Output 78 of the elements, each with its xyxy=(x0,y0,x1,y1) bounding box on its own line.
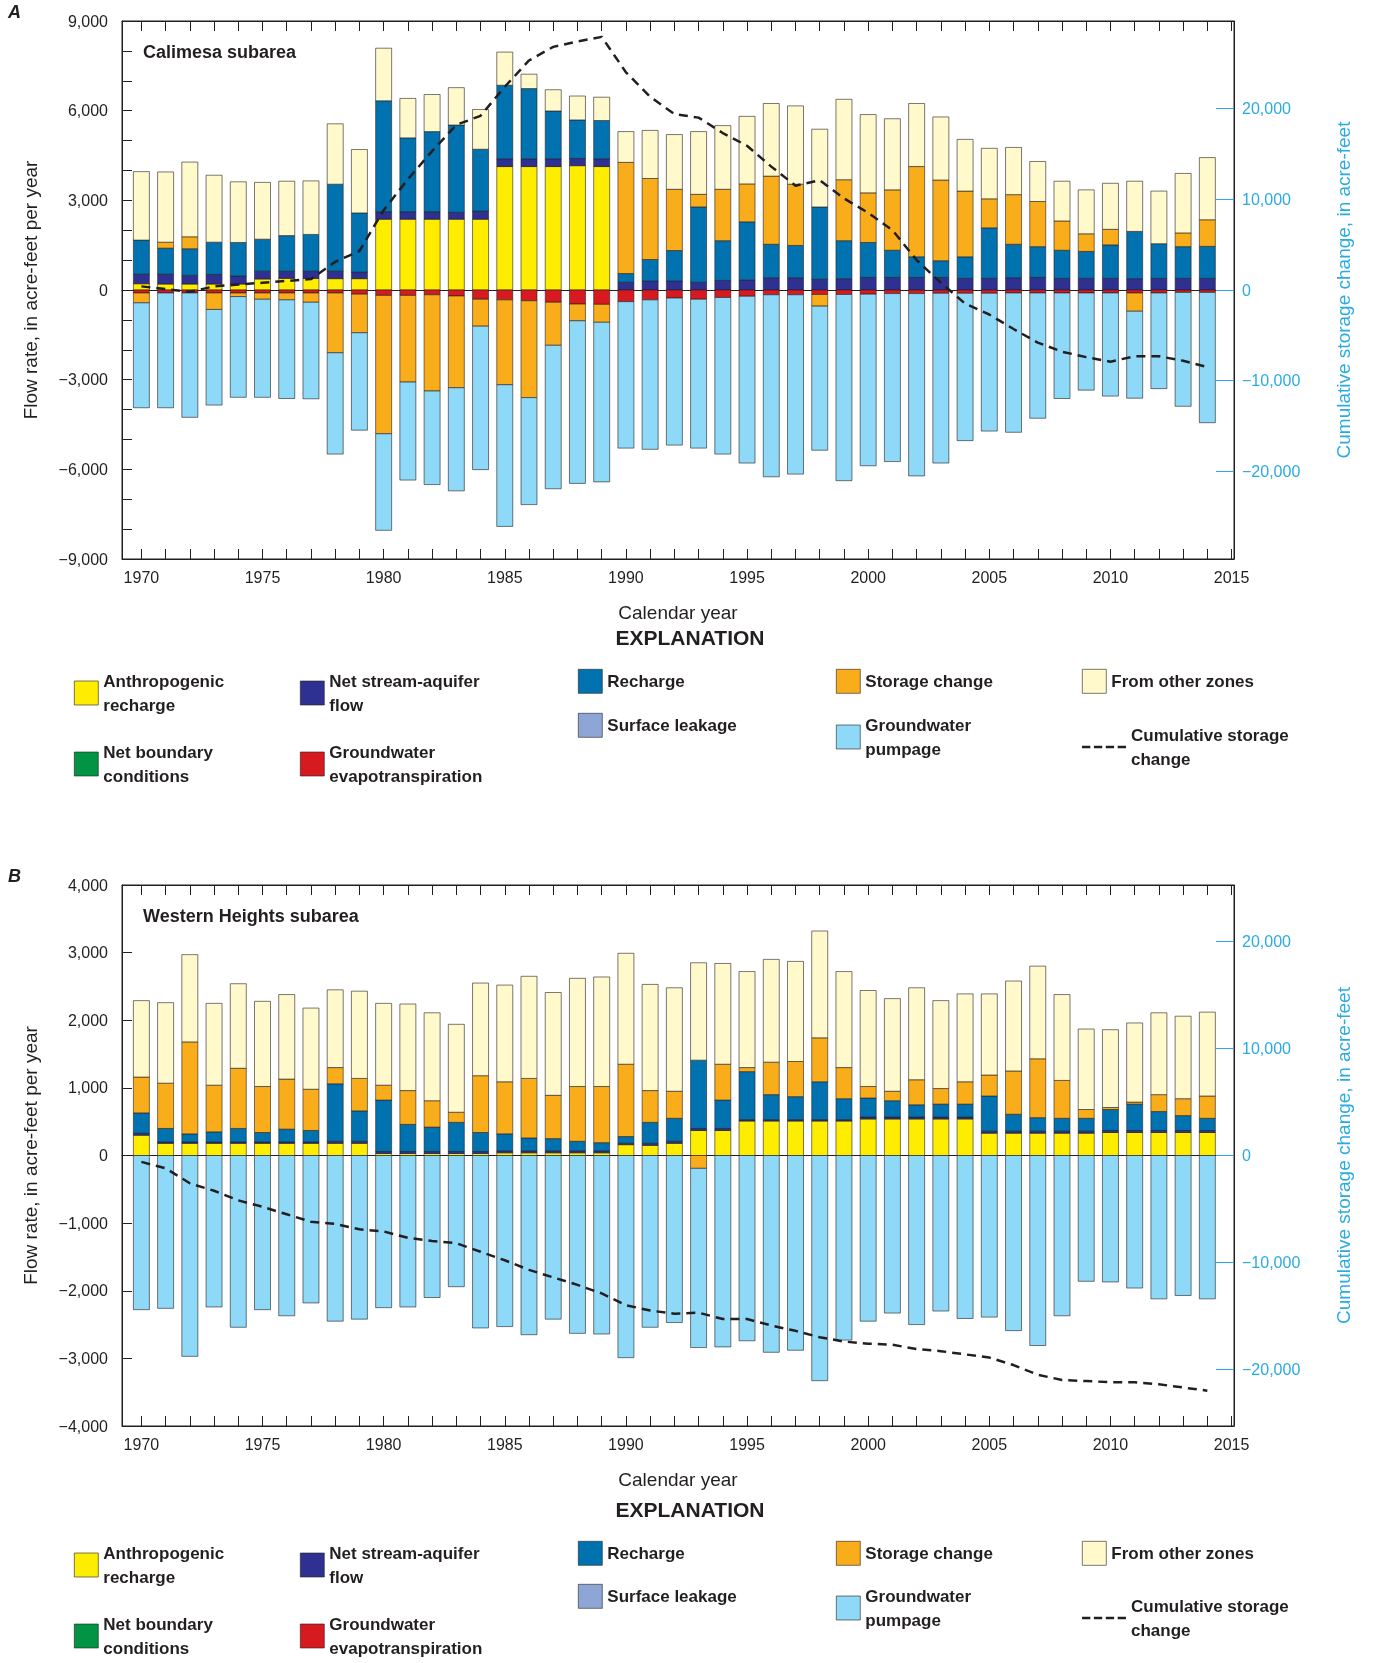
y-axis-title: Flow rate, in acre-feet per year xyxy=(20,159,41,420)
legend-label: Net boundary conditions xyxy=(103,742,218,786)
y-tick-label: −6,000 xyxy=(58,460,109,478)
y-tick-label: 3,000 xyxy=(67,944,109,962)
y2-axis-title: Cumulative storage change, in acre-feet xyxy=(1333,986,1354,1324)
legend-label: Groundwater evapotranspiration xyxy=(329,1614,483,1658)
x-tick-label: 2000 xyxy=(850,568,887,586)
y2-tick-label: −20,000 xyxy=(1242,1360,1301,1378)
x-tick-label: 1975 xyxy=(244,568,281,586)
y2-tick-label: 10,000 xyxy=(1242,1040,1292,1058)
x-tick-label: 2005 xyxy=(971,1435,1008,1453)
y2-tick-label: 0 xyxy=(1242,281,1251,299)
x-axis-title: Calendar year xyxy=(618,1469,739,1490)
x-tick-label: 2010 xyxy=(1092,568,1129,586)
y2-axis-title: Cumulative storage change, in acre-feet xyxy=(1333,120,1354,459)
legend-label: Storage change xyxy=(865,671,993,691)
y-tick-label: 6,000 xyxy=(67,102,109,120)
y2-tick-label: −10,000 xyxy=(1242,1253,1301,1271)
legend-label: Recharge xyxy=(607,671,685,691)
y-tick-label: 0 xyxy=(99,1147,109,1164)
x-tick-label: 1990 xyxy=(608,568,644,586)
x-tick-label: 1980 xyxy=(365,1435,402,1453)
x-tick-label: 2005 xyxy=(971,568,1008,586)
legend-title: EXPLANATION xyxy=(615,1498,765,1521)
legend-label: Anthropogenic recharge xyxy=(103,671,229,715)
legend-label: Groundwater evapotranspiration xyxy=(329,742,483,786)
legend-label: Surface leakage xyxy=(607,715,737,735)
y-tick-label: 3,000 xyxy=(67,191,109,209)
text: B xyxy=(8,866,21,886)
text: Calimesa subarea xyxy=(143,42,298,62)
y2-tick-label: −20,000 xyxy=(1242,462,1301,480)
y2-tick-label: 0 xyxy=(1242,1147,1251,1164)
legend-label: Storage change xyxy=(865,1543,993,1563)
x-tick-label: 1970 xyxy=(123,1435,160,1453)
x-tick-label: 1995 xyxy=(729,568,765,586)
y2-tick-label: −10,000 xyxy=(1242,372,1301,390)
y2-tick-label: 20,000 xyxy=(1242,933,1292,951)
legend-title: EXPLANATION xyxy=(615,626,765,649)
x-tick-label: 1980 xyxy=(365,568,402,586)
x-tick-label: 2010 xyxy=(1092,1435,1129,1453)
y-tick-label: 9,000 xyxy=(67,12,109,30)
x-tick-label: 1970 xyxy=(123,568,160,586)
legend-label: Net stream-aquifer flow xyxy=(329,1543,485,1587)
y-tick-label: 4,000 xyxy=(67,876,109,894)
x-tick-label: 1985 xyxy=(486,1435,523,1453)
y-tick-label: −2,000 xyxy=(58,1282,109,1300)
x-tick-label: 1990 xyxy=(608,1435,644,1453)
y-tick-label: 0 xyxy=(99,281,109,299)
y-tick-label: −4,000 xyxy=(58,1417,109,1435)
legend-label: Net stream-aquifer flow xyxy=(329,671,485,715)
text: Western Heights subarea xyxy=(143,906,360,926)
y-axis-title: Flow rate, in acre-feet per year xyxy=(20,1025,41,1285)
y2-tick-label: 10,000 xyxy=(1242,190,1292,208)
legend-label: From other zones xyxy=(1111,671,1254,691)
legend-label: Anthropogenic recharge xyxy=(103,1543,229,1587)
x-tick-label: 1985 xyxy=(486,568,523,586)
y-tick-label: −3,000 xyxy=(58,1349,109,1367)
y-tick-label: −1,000 xyxy=(58,1214,109,1232)
legend-label: Cumulative storage change xyxy=(1131,1596,1294,1640)
y-tick-label: 1,000 xyxy=(67,1079,109,1097)
x-axis-title: Calendar year xyxy=(618,602,739,623)
legend-label: Cumulative storage change xyxy=(1131,725,1294,769)
legend-label: Groundwater pumpage xyxy=(865,1586,976,1630)
x-tick-label: 2000 xyxy=(850,1435,887,1453)
y-tick-label: 2,000 xyxy=(67,1011,109,1029)
x-tick-label: 2015 xyxy=(1213,1435,1250,1453)
y2-tick-label: 20,000 xyxy=(1242,100,1292,118)
x-tick-label: 2015 xyxy=(1213,568,1250,586)
x-tick-label: 1995 xyxy=(729,1435,765,1453)
x-tick-label: 1975 xyxy=(244,1435,281,1453)
legend-label: Net boundary conditions xyxy=(103,1614,218,1658)
legend-label: From other zones xyxy=(1111,1543,1254,1563)
legend-label: Recharge xyxy=(607,1543,685,1563)
y-tick-label: −9,000 xyxy=(58,550,109,568)
legend-label: Surface leakage xyxy=(607,1586,737,1606)
text: A xyxy=(7,2,21,22)
y-tick-label: −3,000 xyxy=(58,371,109,389)
legend-label: Groundwater pumpage xyxy=(865,715,976,759)
